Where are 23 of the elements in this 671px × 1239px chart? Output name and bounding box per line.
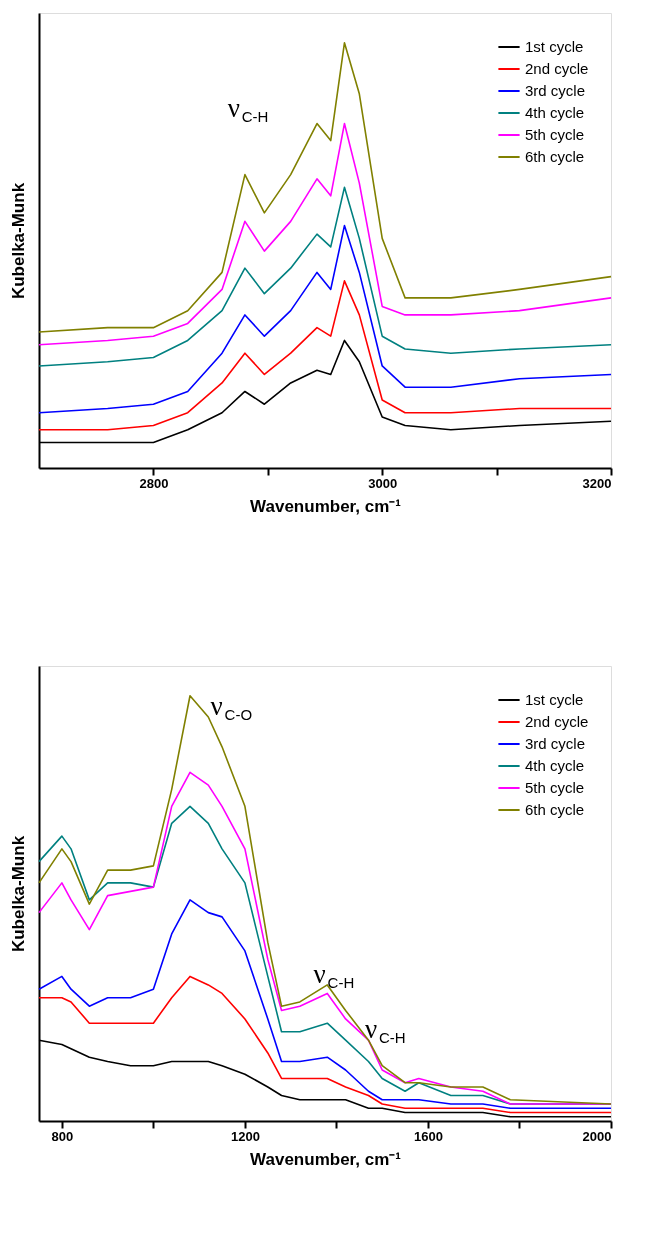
- legend-label: 5th cycle: [525, 779, 585, 796]
- legend-label: 2nd cycle: [525, 713, 589, 730]
- legend-label: 1st cycle: [525, 691, 584, 708]
- x-axis-title: Wavenumber, cm⁻¹: [250, 1149, 402, 1169]
- x-tick-label: 2000: [582, 1128, 612, 1144]
- x-axis-title: Wavenumber, cm⁻¹: [250, 496, 402, 516]
- y-axis-title: Kubelka-Munk: [8, 182, 28, 300]
- legend-label: 6th cycle: [525, 148, 585, 165]
- legend-label: 5th cycle: [525, 126, 585, 143]
- x-tick-label: 3200: [582, 475, 612, 491]
- x-tick-label: 2800: [139, 475, 169, 491]
- legend-label: 4th cycle: [525, 757, 585, 774]
- legend-label: 3rd cycle: [525, 735, 586, 752]
- x-tick-label: 1200: [230, 1128, 260, 1144]
- legend-label: 4th cycle: [525, 104, 585, 121]
- legend-label: 1st cycle: [525, 38, 584, 55]
- legend-label: 2nd cycle: [525, 60, 589, 77]
- x-tick-label: 800: [51, 1128, 74, 1144]
- x-tick-label: 3000: [368, 475, 398, 491]
- legend-label: 6th cycle: [525, 801, 585, 818]
- legend-label: 3rd cycle: [525, 82, 586, 99]
- y-axis-title: Kubelka-Munk: [8, 835, 28, 953]
- x-tick-label: 1600: [414, 1128, 443, 1144]
